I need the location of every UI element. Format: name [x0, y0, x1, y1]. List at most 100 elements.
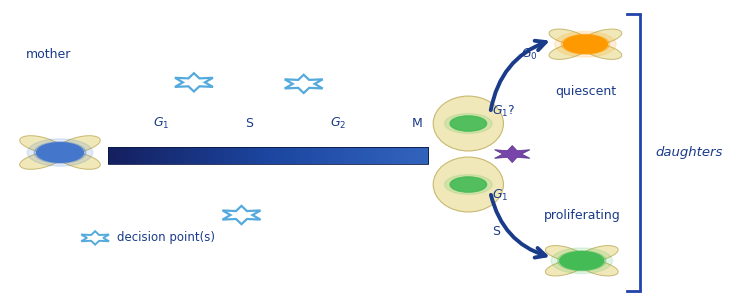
Text: S: S: [245, 117, 253, 130]
Text: $G_2$: $G_2$: [330, 116, 346, 131]
Bar: [304, 147, 309, 164]
Bar: [404, 147, 409, 164]
Bar: [217, 147, 221, 164]
Bar: [388, 147, 393, 164]
Polygon shape: [494, 145, 530, 163]
Bar: [177, 147, 181, 164]
Bar: [312, 147, 317, 164]
Bar: [156, 147, 161, 164]
Bar: [328, 147, 333, 164]
Bar: [300, 147, 305, 164]
Bar: [344, 147, 349, 164]
Bar: [332, 147, 337, 164]
Bar: [109, 147, 428, 164]
Bar: [308, 147, 313, 164]
Text: $G_1$?: $G_1$?: [491, 104, 515, 119]
Bar: [272, 147, 277, 164]
Bar: [232, 147, 237, 164]
Circle shape: [450, 177, 486, 192]
Bar: [212, 147, 217, 164]
Polygon shape: [222, 206, 260, 224]
Polygon shape: [20, 136, 101, 169]
Bar: [248, 147, 253, 164]
Text: $G_0$: $G_0$: [521, 47, 538, 63]
Bar: [144, 147, 149, 164]
Bar: [356, 147, 361, 164]
Text: S: S: [491, 225, 500, 238]
Bar: [360, 147, 365, 164]
Bar: [129, 147, 133, 164]
Bar: [172, 147, 177, 164]
Bar: [364, 147, 369, 164]
Bar: [200, 147, 205, 164]
Text: proliferating: proliferating: [543, 209, 620, 221]
Bar: [120, 147, 125, 164]
Bar: [197, 147, 201, 164]
Bar: [184, 147, 189, 164]
Circle shape: [27, 139, 93, 166]
Bar: [268, 147, 273, 164]
Bar: [140, 147, 145, 164]
Bar: [336, 147, 341, 164]
Bar: [376, 147, 381, 164]
Bar: [260, 147, 265, 164]
Bar: [164, 147, 169, 164]
Bar: [320, 147, 325, 164]
Bar: [324, 147, 329, 164]
Circle shape: [555, 31, 616, 57]
Bar: [408, 147, 413, 164]
Text: decision point(s): decision point(s): [117, 231, 215, 244]
Bar: [132, 147, 137, 164]
Bar: [348, 147, 353, 164]
Polygon shape: [549, 29, 621, 59]
Bar: [380, 147, 385, 164]
Bar: [192, 147, 197, 164]
Bar: [124, 147, 129, 164]
Bar: [240, 147, 245, 164]
Bar: [265, 147, 269, 164]
Text: daughters: daughters: [655, 146, 722, 159]
Bar: [112, 147, 117, 164]
Circle shape: [551, 248, 613, 274]
Bar: [149, 147, 153, 164]
Bar: [420, 147, 425, 164]
Bar: [160, 147, 165, 164]
Bar: [208, 147, 213, 164]
Bar: [280, 147, 285, 164]
Polygon shape: [285, 75, 323, 93]
Bar: [109, 147, 113, 164]
Bar: [285, 147, 289, 164]
Bar: [256, 147, 261, 164]
Bar: [416, 147, 420, 164]
Bar: [368, 147, 373, 164]
Bar: [292, 147, 297, 164]
Circle shape: [560, 252, 604, 270]
Bar: [204, 147, 209, 164]
Bar: [136, 147, 141, 164]
Bar: [400, 147, 405, 164]
Bar: [116, 147, 121, 164]
Bar: [244, 147, 249, 164]
Bar: [396, 147, 401, 164]
Bar: [392, 147, 397, 164]
Polygon shape: [81, 231, 109, 245]
Ellipse shape: [433, 96, 503, 151]
Bar: [152, 147, 157, 164]
Text: M: M: [412, 117, 423, 130]
Bar: [288, 147, 293, 164]
Circle shape: [563, 35, 607, 53]
Bar: [384, 147, 389, 164]
Circle shape: [561, 34, 610, 54]
Bar: [296, 147, 301, 164]
Bar: [180, 147, 185, 164]
Bar: [228, 147, 233, 164]
Bar: [316, 147, 321, 164]
Bar: [220, 147, 225, 164]
Bar: [340, 147, 345, 164]
Polygon shape: [175, 73, 213, 92]
Circle shape: [450, 116, 486, 131]
Circle shape: [558, 251, 606, 271]
Circle shape: [37, 143, 84, 162]
Text: $G_1$: $G_1$: [153, 116, 169, 131]
Polygon shape: [545, 246, 618, 276]
